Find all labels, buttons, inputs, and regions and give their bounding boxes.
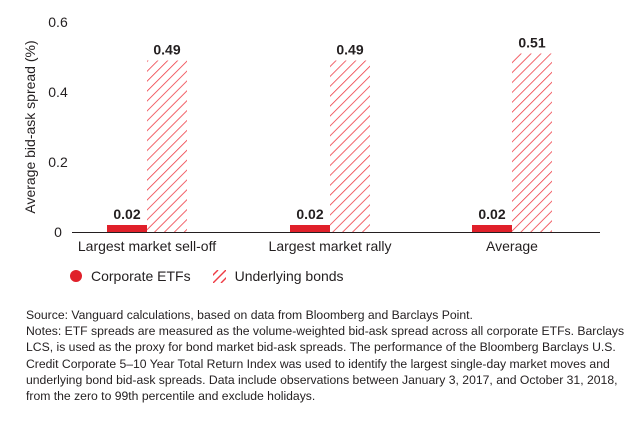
data-label: 0.49 xyxy=(153,42,180,58)
legend-swatch-hatched-icon xyxy=(212,269,226,283)
data-labels: 0.02 0.49 0.02 0.49 0.02 0.51 xyxy=(113,35,545,223)
bar-underlying-bonds xyxy=(512,53,552,232)
data-label: 0.02 xyxy=(113,206,140,222)
y-axis-title-group: Average bid-ask spread (%) xyxy=(22,40,38,213)
notes-block: Source: Vanguard calculations, based on … xyxy=(26,307,626,404)
legend-label-underlying-bonds: Underlying bonds xyxy=(234,268,344,284)
legend-item-corporate-etfs: Corporate ETFs xyxy=(70,268,191,284)
legend-label-corporate-etfs: Corporate ETFs xyxy=(91,268,191,284)
bar-corporate-etfs xyxy=(290,225,330,232)
x-axis-categories: Largest market sell-off Largest market ra… xyxy=(78,238,538,254)
data-label: 0.02 xyxy=(478,206,505,222)
x-category-label: Average xyxy=(486,238,538,254)
data-label: 0.49 xyxy=(336,42,363,58)
source-note: Source: Vanguard calculations, based on … xyxy=(26,308,473,322)
methodology-note: Notes: ETF spreads are measured as the v… xyxy=(26,324,625,404)
bar-corporate-etfs xyxy=(472,225,512,232)
legend-swatch-solid-icon xyxy=(70,270,82,282)
bars xyxy=(107,53,552,232)
data-label: 0.51 xyxy=(518,35,545,51)
y-tick-label: 0.4 xyxy=(48,84,68,100)
data-label: 0.02 xyxy=(296,206,323,222)
bar-underlying-bonds xyxy=(147,60,187,232)
legend: Corporate ETFs Underlying bonds xyxy=(70,266,366,286)
x-category-label: Largest market sell-off xyxy=(78,238,216,254)
y-tick-label: 0 xyxy=(54,224,62,240)
y-axis-title: Average bid-ask spread (%) xyxy=(22,40,38,213)
x-category-label: Largest market rally xyxy=(269,238,392,254)
legend-item-underlying-bonds: Underlying bonds xyxy=(212,268,344,284)
bar-underlying-bonds xyxy=(330,60,370,232)
bar-corporate-etfs xyxy=(107,225,147,232)
y-tick-label: 0.6 xyxy=(48,14,68,30)
y-tick-label: 0.2 xyxy=(48,154,68,170)
y-axis-ticks: 0 0.2 0.4 0.6 xyxy=(48,14,68,240)
bar-chart: Average bid-ask spread (%) 0 0.2 0.4 0.6 0.… xyxy=(22,14,600,254)
